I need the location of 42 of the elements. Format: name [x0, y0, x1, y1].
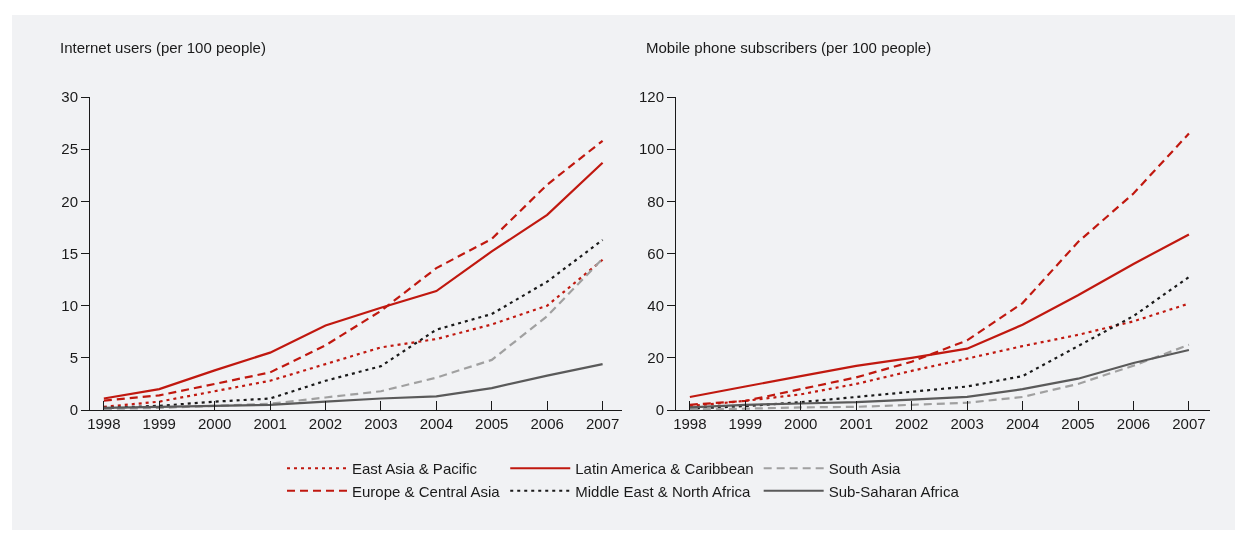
y-tick-label: 20	[647, 349, 664, 367]
x-tick-label: 2001	[253, 415, 287, 432]
y-axis-title: Internet users (per 100 people)	[60, 39, 266, 56]
y-tick-label: 100	[638, 140, 664, 158]
x-tick-label: 1998	[87, 415, 121, 432]
x-tick-label: 2001	[839, 415, 873, 432]
x-tick-label: 1998	[673, 415, 707, 432]
x-tick-label: 2005	[1061, 415, 1095, 432]
legend-label: East Asia & Pacific	[352, 460, 478, 478]
x-tick-label: 2006	[1116, 415, 1151, 432]
x-tick-label: 2007	[585, 415, 620, 432]
x-tick-label: 2003	[950, 415, 984, 432]
x-tick-label: 2004	[1005, 415, 1040, 432]
y-tick-label: 25	[61, 140, 78, 158]
x-tick-label: 2002	[308, 415, 343, 432]
x-tick-label: 2003	[364, 415, 398, 432]
x-tick-label: 2006	[530, 415, 564, 432]
x-tick-label: 1999	[728, 415, 762, 432]
x-tick-label: 2000	[198, 415, 232, 432]
y-tick-label: 80	[647, 192, 664, 210]
y-tick-label: 40	[647, 296, 664, 314]
y-tick-label: 30	[61, 88, 78, 106]
legend-label: South Asia	[828, 460, 902, 478]
y-tick-label: 60	[647, 244, 664, 262]
legend-label: Sub-Saharan Africa	[828, 482, 960, 500]
x-tick-label: 1999	[142, 415, 176, 432]
x-tick-label: 2002	[894, 415, 929, 432]
x-tick-label: 2005	[475, 415, 509, 432]
y-tick-label: 15	[61, 244, 78, 262]
legend-label: Europe & Central Asia	[352, 482, 501, 500]
y-tick-label: 0	[655, 401, 664, 419]
x-tick-label: 2000	[784, 415, 818, 432]
legend-label: Latin America & Caribbean	[575, 460, 754, 478]
y-tick-label: 5	[69, 349, 78, 367]
y-tick-label: 0	[69, 401, 78, 419]
y-tick-label: 120	[638, 88, 664, 106]
y-tick-label: 20	[61, 192, 78, 210]
x-tick-label: 2004	[419, 415, 454, 432]
legend-label: Middle East & North Africa	[575, 482, 751, 500]
x-tick-label: 2007	[1172, 415, 1206, 432]
y-axis-title: Mobile phone subscribers (per 100 people)	[646, 39, 932, 56]
y-tick-label: 10	[61, 296, 78, 314]
